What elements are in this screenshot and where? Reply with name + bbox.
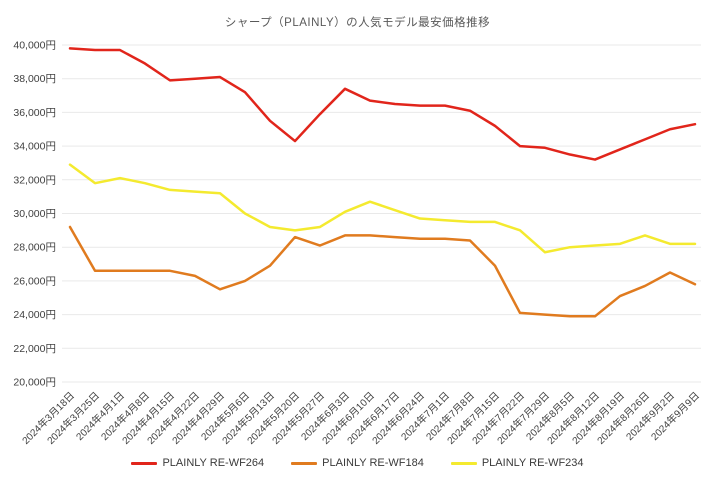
plot-area: 40,000円 38,000円 36,000円 34,000円 32,000円 30,00…: [13, 40, 702, 447]
y-axis-tick-label: 36,000円: [13, 107, 56, 119]
series-line-plainly-re-wf234: [68, 163, 697, 254]
y-axis-tick-label: 24,000円: [13, 309, 56, 321]
y-axis-tick-label: 22,000円: [13, 343, 56, 355]
y-axis-tick-label: 40,000円: [13, 40, 56, 52]
y-axis-tick-label: 34,000円: [13, 141, 56, 153]
legend-label: PLAINLY RE-WF184: [322, 457, 424, 469]
legend-label: PLAINLY RE-WF234: [481, 457, 584, 469]
legend-item: PLAINLY RE-WF264: [131, 457, 264, 469]
chart-title: シャープ（PLAINLY）の人気モデル最安価格推移: [224, 17, 491, 29]
legend-label: PLAINLY RE-WF264: [162, 457, 265, 469]
y-axis-tick-label: 32,000円: [13, 174, 56, 186]
y-axis-tick-label: 20,000円: [13, 377, 56, 389]
legend-line-swatch: [291, 461, 318, 465]
legend-item: PLAINLY RE-WF234: [450, 457, 584, 469]
chart-legend: PLAINLY RE-WF264 PLAINLY RE-WF184 PLAINLY …: [0, 457, 715, 469]
y-axis-tick-label: 38,000円: [13, 73, 56, 85]
y-axis-tick-label: 26,000円: [13, 275, 56, 287]
legend-item: PLAINLY RE-WF184: [291, 457, 424, 469]
y-axis-tick-label: 28,000円: [13, 242, 56, 254]
series-line-plainly-re-wf264: [68, 47, 697, 161]
y-axis-tick-label: 30,000円: [13, 208, 56, 220]
series-line-plainly-re-wf184: [68, 225, 697, 318]
legend-line-swatch: [131, 461, 158, 465]
legend-line-swatch: [450, 461, 477, 465]
